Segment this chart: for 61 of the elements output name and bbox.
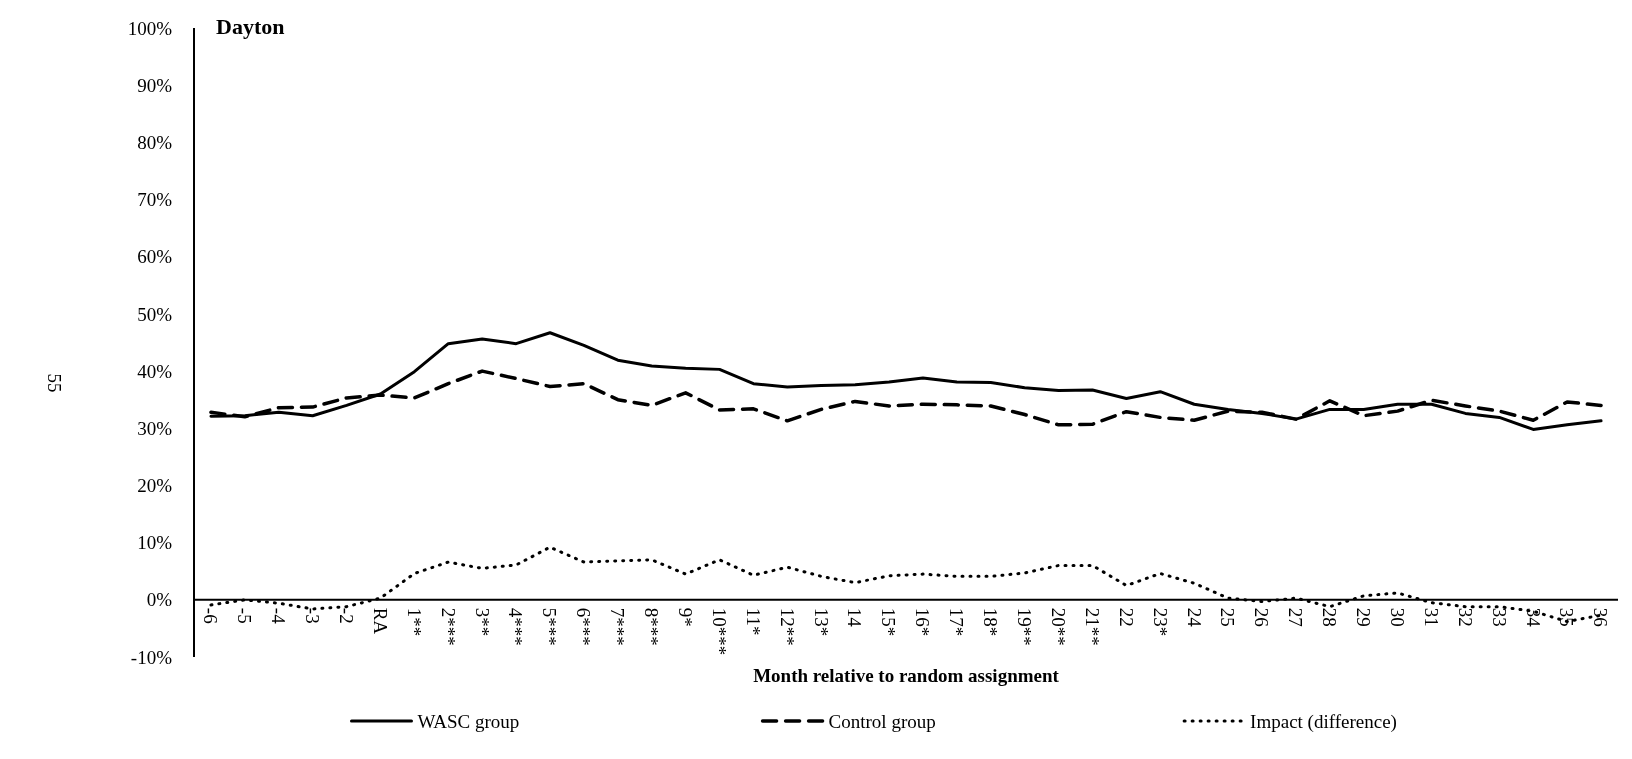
x-tick-label: 11* [742,607,764,636]
x-tick-label: 3** [471,607,493,637]
legend-label: Control group [828,710,936,732]
y-tick-label: 80% [137,132,173,154]
x-tick-label: 32 [1454,607,1476,627]
x-tick-label: -2 [335,607,357,624]
x-tick-label: 8*** [641,607,663,646]
chart-title: Dayton [216,14,285,39]
x-tick-label: -4 [268,607,290,625]
legend-label: Impact (difference) [1250,710,1397,733]
x-tick-label: 24 [1183,607,1205,628]
x-tick-label: 18* [980,607,1002,637]
x-tick-label: 34 [1522,607,1544,628]
x-tick-label: -5 [234,607,256,624]
text: 55 [44,373,65,393]
x-tick-label: 1** [403,607,425,637]
y-tick-label: 40% [137,360,173,382]
y-tick-label: 30% [137,417,173,439]
x-tick-label: 25 [1217,607,1239,627]
x-tick-label: 10*** [708,607,730,656]
x-tick-label: 9* [674,607,696,627]
x-tick-label: 2*** [437,607,459,646]
y-tick-label: -10% [130,646,173,668]
y-tick-label: 90% [137,74,173,96]
x-tick-label: 30 [1386,607,1408,627]
x-tick-label: 27 [1285,607,1307,627]
x-tick-label: 15* [878,607,900,637]
x-tick-label: -3 [302,607,324,624]
x-tick-label: 12** [776,607,798,646]
x-axis-title: Month relative to random assignment [753,665,1060,686]
x-tick-label: 7*** [607,607,629,646]
x-tick-label: 19** [1014,607,1036,646]
y-tick-label: 0% [146,589,173,611]
x-tick-label: 31 [1420,607,1442,627]
x-tick-label: 21** [1081,607,1103,646]
x-tick-label: 20** [1047,607,1069,646]
y-tick-label: 20% [137,475,173,497]
y-tick-label: 100% [127,17,173,39]
x-tick-label: 36 [1590,607,1612,627]
x-tick-label: 16* [912,607,934,637]
x-tick-label: 4*** [505,607,527,646]
x-tick-label: 28 [1319,607,1341,627]
y-tick-label: 60% [137,246,173,268]
legend-label: WASC group [417,710,520,732]
y-tick-label: 10% [137,532,173,554]
x-tick-label: 13* [810,607,832,637]
x-tick-label: 23* [1149,607,1171,637]
x-tick-label: 14 [844,607,866,628]
y-tick-label: 70% [137,189,173,211]
x-tick-label: 17* [946,607,968,637]
x-tick-label: 6*** [573,607,595,646]
x-tick-label: 33 [1488,607,1510,627]
x-tick-label: 35 [1556,607,1578,627]
y-tick-label: 50% [137,303,173,325]
x-tick-label: RA [369,607,391,635]
line-series [209,331,1603,431]
x-tick-label: 22 [1115,607,1137,627]
x-tick-label: -6 [200,607,222,624]
x-tick-label: 26 [1251,607,1273,627]
x-tick-label: 29 [1353,607,1375,627]
x-tick-label: 5*** [539,607,561,646]
